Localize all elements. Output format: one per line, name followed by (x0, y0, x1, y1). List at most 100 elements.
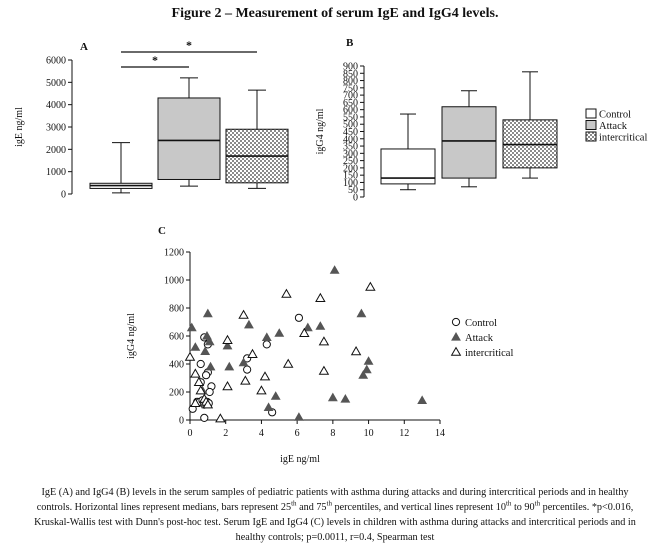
significance-star: * (186, 38, 192, 52)
legend-swatch-intercritical (585, 131, 597, 142)
x-tick-label: 12 (399, 428, 409, 439)
caption-text: and 75 (296, 502, 327, 513)
data-point-attack (202, 330, 212, 340)
data-point-attack (222, 340, 233, 350)
data-point-intercritical (282, 358, 294, 368)
x-tick-label: 2 (223, 428, 228, 439)
x-axis-label: igE ng/ml (280, 454, 320, 465)
y-tick-label: 1000 (46, 167, 66, 178)
data-point-attack (261, 332, 272, 342)
data-point-attack (340, 393, 351, 403)
y-tick-label: 3000 (46, 123, 66, 134)
figure-title: Figure 2 – Measurement of serum IgE and … (171, 6, 499, 21)
data-point-attack (224, 361, 235, 371)
data-point-attack (238, 357, 249, 367)
y-tick-label: 0 (353, 193, 358, 204)
caption-sup: th (326, 499, 332, 508)
panel-letter: B (346, 37, 354, 49)
legend-swatch-attack (585, 120, 597, 130)
caption-line-3: Kruskal-Wallis test with Dunn's post-hoc… (34, 517, 636, 528)
y-tick-label: 500 (343, 120, 358, 131)
legend-label: Attack (465, 333, 494, 344)
caption-text: percentiles. *p<0.016, (540, 502, 634, 513)
y-tick-label: 200 (343, 163, 358, 174)
caption-text: controls. Horizontal lines represent med… (36, 502, 292, 513)
box-attack (441, 106, 497, 179)
data-point-control (294, 313, 304, 322)
y-axis-label: igG4 ng/ml (126, 313, 137, 359)
data-point-attack (358, 370, 369, 379)
y-tick-label: 800 (169, 304, 184, 315)
y-tick-label: 550 (343, 112, 358, 123)
legend-label: Control (465, 318, 497, 329)
data-point-attack (274, 328, 285, 337)
data-point-intercritical (281, 288, 292, 298)
y-tick-label: 400 (343, 134, 358, 145)
box-attack (157, 97, 221, 180)
data-point-attack (302, 322, 313, 332)
data-point-attack (200, 346, 211, 356)
data-point-attack (294, 412, 304, 421)
data-point-control (262, 340, 271, 349)
y-tick-label: 900 (343, 62, 358, 73)
y-tick-label: 250 (343, 156, 358, 167)
y-tick-label: 400 (169, 360, 184, 371)
panel-c-chart: C 0 200 400 600 800 1000 1200 0 2 4 6 8 10 12 14 igE ng/… (126, 225, 513, 465)
data-point-intercritical (193, 376, 205, 386)
data-point-intercritical (222, 380, 233, 391)
data-point-attack (363, 356, 374, 365)
data-point-intercritical (190, 368, 201, 378)
y-tick-label: 5000 (46, 78, 66, 89)
data-point-intercritical (184, 351, 196, 361)
data-point-intercritical (318, 365, 330, 375)
data-point-intercritical (195, 385, 206, 395)
caption-line-1: IgE (A) and IgG4 (B) levels in the serum… (41, 487, 629, 498)
caption-sup: th (291, 499, 297, 508)
y-tick-label: 600 (169, 332, 184, 343)
caption-sup: th (505, 499, 512, 508)
data-point-intercritical (247, 348, 258, 358)
x-tick-label: 0 (188, 428, 193, 439)
data-point-intercritical (299, 327, 310, 337)
y-tick-label: 750 (343, 83, 358, 94)
x-tick-label: 10 (364, 428, 374, 439)
data-point-attack (204, 336, 215, 346)
data-point-intercritical (256, 385, 267, 395)
significance-star: * (152, 53, 158, 67)
data-point-control (201, 371, 211, 380)
legend-label: intercritical (599, 133, 647, 144)
caption-line-4: healthy controls; p=0.0011, r=0.4, Spear… (235, 532, 435, 543)
legend-swatch-control (585, 108, 597, 119)
data-point-attack (205, 361, 216, 371)
y-tick-label: 0 (179, 416, 184, 427)
data-point-intercritical (190, 397, 201, 407)
x-tick-label: 14 (435, 428, 445, 439)
y-tick-label: 150 (343, 171, 358, 182)
data-point-attack (356, 308, 367, 318)
data-point-intercritical (240, 375, 251, 385)
x-tick-label: 4 (259, 428, 264, 439)
data-point-control (196, 359, 205, 369)
caption-sup: th (534, 499, 541, 508)
y-axis-label: igG4 ng/ml (315, 108, 326, 154)
data-point-attack (329, 265, 340, 274)
y-tick-label: 800 (343, 76, 358, 87)
y-tick-label: 350 (343, 142, 358, 153)
y-tick-label: 300 (343, 149, 358, 160)
data-point-intercritical (202, 399, 214, 409)
y-tick-label: 700 (343, 91, 358, 102)
legend-marker-control (451, 317, 461, 327)
figure-caption: IgE (A) and IgG4 (B) levels in the serum… (14, 485, 656, 545)
x-tick-label: 6 (295, 428, 300, 439)
y-tick-label: 650 (343, 98, 358, 109)
caption-text: percentiles, and vertical lines represen… (331, 502, 506, 513)
caption-text: to 90 (511, 502, 535, 513)
data-point-intercritical (318, 336, 330, 346)
data-point-attack (186, 322, 197, 332)
legend-marker-attack (451, 331, 461, 341)
panel-b-chart: B 050100150200250300350400450500550600650… (315, 37, 647, 204)
panel-a-chart: A 0 1000 2000 3000 4000 5000 6000 igE ng/ml * * (14, 38, 289, 201)
y-tick-label: 100 (343, 178, 358, 189)
legend-label: Control (599, 110, 631, 121)
